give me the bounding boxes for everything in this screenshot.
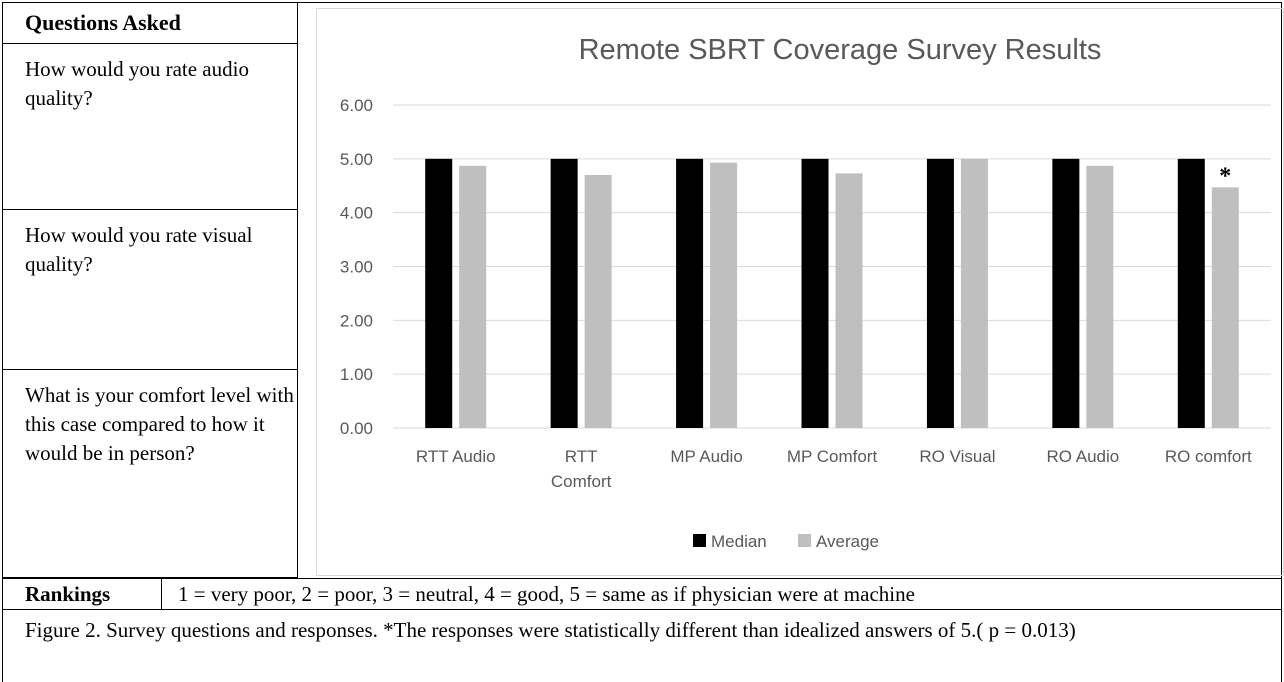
bar-median bbox=[425, 158, 453, 429]
question-audio: How would you rate audio quality? bbox=[2, 44, 298, 210]
y-tick-label: 0.00 bbox=[340, 419, 373, 438]
x-tick-label: RO Audio bbox=[1046, 447, 1119, 466]
questions-header: Questions Asked bbox=[25, 10, 181, 35]
bar-average bbox=[459, 165, 487, 428]
x-tick-label: RO comfort bbox=[1165, 447, 1252, 466]
x-tick-label: MP Audio bbox=[670, 447, 742, 466]
rankings-label: Rankings bbox=[25, 582, 111, 606]
bar-median bbox=[1052, 158, 1080, 429]
y-tick-label: 3.00 bbox=[340, 258, 373, 277]
y-tick-label: 6.00 bbox=[340, 96, 373, 115]
rankings-divider bbox=[161, 579, 162, 609]
significance-marker: * bbox=[1219, 163, 1231, 189]
question-comfort: What is your comfort level with this cas… bbox=[2, 370, 298, 578]
chart-area: Remote SBRT Coverage Survey Results 0.00 1… bbox=[316, 8, 1284, 576]
bar-median bbox=[801, 158, 829, 429]
bar-median bbox=[926, 158, 954, 429]
bar-average bbox=[584, 174, 612, 428]
legend-swatch-median bbox=[693, 534, 706, 547]
x-tick-label: MP Comfort bbox=[787, 447, 878, 466]
rankings-row: Rankings 1 = very poor, 2 = poor, 3 = ne… bbox=[2, 578, 1282, 610]
question-visual: How would you rate visual quality? bbox=[2, 210, 298, 370]
x-tick-label: RO Visual bbox=[919, 447, 995, 466]
y-tick-label: 4.00 bbox=[340, 204, 373, 223]
x-tick-label: Comfort bbox=[551, 472, 612, 491]
bar-average bbox=[835, 173, 863, 428]
chart-title: Remote SBRT Coverage Survey Results bbox=[579, 34, 1102, 66]
y-tick-label: 1.00 bbox=[340, 365, 373, 384]
y-tick-label: 5.00 bbox=[340, 150, 373, 169]
bar-median bbox=[550, 158, 578, 429]
legend-label-average: Average bbox=[816, 532, 879, 551]
bar-median bbox=[676, 158, 704, 429]
rankings-scale: 1 = very poor, 2 = poor, 3 = neutral, 4 … bbox=[178, 582, 915, 606]
x-tick-label: RTT bbox=[565, 447, 598, 466]
questions-header-cell: Questions Asked bbox=[2, 2, 298, 44]
y-tick-label: 2.00 bbox=[340, 311, 373, 330]
bar-chart: Remote SBRT Coverage Survey Results 0.00 1… bbox=[340, 34, 1271, 551]
legend-label-median: Median bbox=[711, 532, 767, 551]
legend-swatch-average bbox=[798, 534, 811, 547]
bar-median bbox=[1177, 158, 1205, 429]
bar-average bbox=[1086, 165, 1114, 428]
bar-average bbox=[960, 158, 988, 429]
bar-average bbox=[710, 162, 738, 428]
figure-caption: Figure 2. Survey questions and responses… bbox=[25, 618, 1076, 642]
chart-cell bbox=[298, 2, 1282, 578]
x-tick-label: RTT Audio bbox=[416, 447, 496, 466]
bar-average bbox=[1211, 187, 1239, 428]
caption-cell: Figure 2. Survey questions and responses… bbox=[2, 610, 1282, 682]
